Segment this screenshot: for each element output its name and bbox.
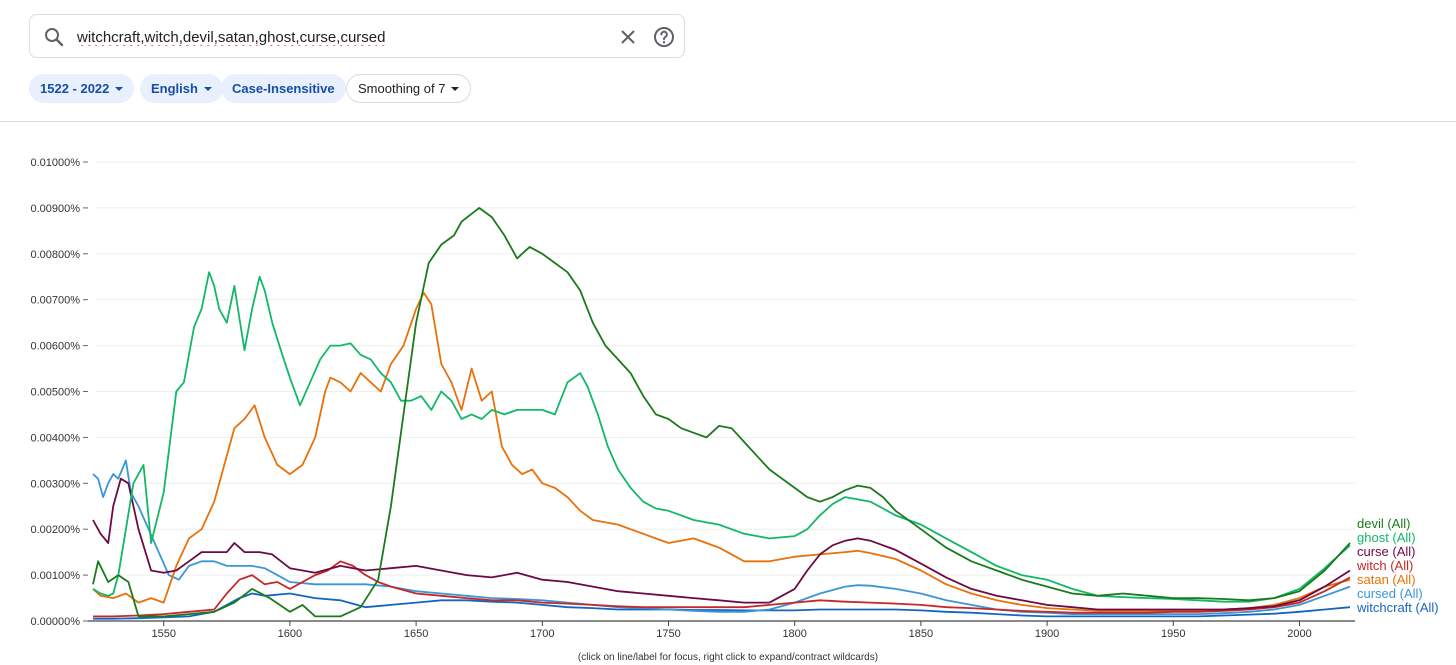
year-range-chip[interactable]: 1522 - 2022 xyxy=(29,74,135,103)
series-label-witchcraft: witchcraft (All) xyxy=(1356,600,1439,615)
y-tick-label: 0.00400% xyxy=(30,432,80,444)
x-tick-label: 2000 xyxy=(1287,628,1311,640)
series-line-satan xyxy=(92,291,1351,612)
search-box[interactable] xyxy=(29,14,685,58)
search-icon xyxy=(45,28,64,47)
y-tick-label: 0.00200% xyxy=(30,524,80,536)
x-tick-label: 1550 xyxy=(151,628,175,640)
chevron-down-icon xyxy=(115,86,124,91)
y-tick-label: 0.00500% xyxy=(30,387,80,399)
series-line-curse xyxy=(92,477,1351,611)
case-label: Case-Insensitive xyxy=(232,81,335,96)
x-tick-label: 1900 xyxy=(1035,628,1059,640)
series-label-ghost: ghost (All) xyxy=(1357,530,1416,545)
clear-icon[interactable] xyxy=(616,25,640,49)
ngram-chart: 0.00000% 0.00100% 0.00200% 0.00300% 0.00400%… xyxy=(30,157,1439,640)
x-tick-label: 1800 xyxy=(782,628,806,640)
series-line-witchcraft xyxy=(93,592,1351,620)
x-tick-label: 1600 xyxy=(278,628,302,640)
y-tick-label: 0.00300% xyxy=(30,478,80,490)
x-tick-label: 1850 xyxy=(909,628,933,640)
series-label-curse: curse (All) xyxy=(1357,544,1416,559)
case-chip[interactable]: Case-Insensitive xyxy=(221,74,346,103)
series-label-witch: witch (All) xyxy=(1356,558,1413,573)
x-tick-label: 1650 xyxy=(404,628,428,640)
series-label-devil: devil (All) xyxy=(1357,516,1410,531)
y-tick-label: 0.01000% xyxy=(30,157,80,169)
series-line-cursed xyxy=(92,459,1351,615)
y-tick-label: 0.00100% xyxy=(30,570,80,582)
search-input[interactable] xyxy=(77,26,597,48)
x-tick-label: 1950 xyxy=(1161,628,1185,640)
divider xyxy=(0,121,1456,122)
smoothing-chip[interactable]: Smoothing of 7 xyxy=(346,74,472,103)
series-label-satan: satan (All) xyxy=(1357,572,1416,587)
series-line-witch xyxy=(93,560,1351,618)
year-range-label: 1522 - 2022 xyxy=(40,81,110,96)
chevron-down-icon xyxy=(451,86,460,91)
y-tick-label: 0.00900% xyxy=(30,203,80,215)
x-tick-label: 1700 xyxy=(530,628,554,640)
series-label-cursed: cursed (All) xyxy=(1357,586,1423,601)
series-line-devil xyxy=(92,207,1351,618)
corpus-label: English xyxy=(151,81,198,96)
smoothing-label: Smoothing of 7 xyxy=(358,81,446,96)
help-icon[interactable] xyxy=(652,25,676,49)
chart-hint: (click on line/label for focus, right cl… xyxy=(577,652,879,663)
y-tick-label: 0.00800% xyxy=(30,249,80,261)
chevron-down-icon xyxy=(203,86,212,91)
series-line-ghost xyxy=(92,271,1351,603)
y-tick-label: 0.00000% xyxy=(30,616,80,628)
corpus-chip[interactable]: English xyxy=(140,74,223,103)
x-tick-label: 1750 xyxy=(656,628,680,640)
y-tick-label: 0.00700% xyxy=(30,295,80,307)
y-tick-label: 0.00600% xyxy=(30,341,80,353)
